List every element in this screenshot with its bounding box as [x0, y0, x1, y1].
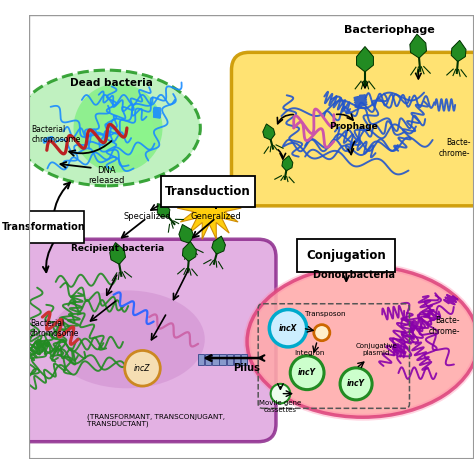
Polygon shape [263, 124, 275, 140]
Polygon shape [182, 241, 196, 262]
Polygon shape [177, 177, 241, 239]
Bar [227, 354, 233, 365]
Ellipse shape [13, 70, 201, 186]
Bar [205, 354, 211, 365]
Text: Bacte-
chrome-: Bacte- chrome- [428, 316, 460, 336]
Circle shape [340, 368, 372, 400]
Bar [219, 354, 226, 365]
Text: incX: incX [279, 324, 297, 333]
Ellipse shape [49, 291, 205, 388]
Text: incY: incY [347, 379, 365, 388]
Text: Transformation: Transformation [1, 222, 85, 232]
Text: Transposon: Transposon [305, 311, 345, 317]
Text: Generalized: Generalized [191, 212, 241, 221]
Text: Integron: Integron [294, 350, 325, 356]
FancyBboxPatch shape [161, 175, 255, 207]
FancyBboxPatch shape [2, 239, 276, 442]
Bar [241, 354, 247, 365]
Polygon shape [410, 34, 427, 58]
Bar [198, 354, 204, 365]
Circle shape [125, 350, 160, 386]
Text: DNA
released: DNA released [89, 166, 125, 185]
Circle shape [269, 310, 307, 347]
Polygon shape [157, 204, 170, 217]
FancyBboxPatch shape [0, 211, 84, 243]
Text: Prophage: Prophage [329, 122, 378, 131]
Bar [234, 354, 240, 365]
Text: Pilus: Pilus [234, 363, 261, 373]
Polygon shape [282, 156, 293, 171]
Text: TRANSDUCTANT): TRANSDUCTANT) [87, 420, 148, 427]
Text: Conjugative
plasmid: Conjugative plasmid [355, 343, 397, 356]
Circle shape [290, 356, 324, 390]
Text: Movile gene
cassettes: Movile gene cassettes [259, 401, 301, 413]
Text: incZ: incZ [134, 364, 151, 373]
Ellipse shape [247, 266, 474, 417]
Polygon shape [179, 225, 194, 243]
Text: incY: incY [298, 368, 316, 377]
FancyBboxPatch shape [231, 52, 474, 206]
Polygon shape [451, 40, 466, 62]
Polygon shape [110, 243, 126, 264]
Text: (TRANSFORMANT, TRANSCONJUGANT,: (TRANSFORMANT, TRANSCONJUGANT, [87, 414, 225, 420]
Circle shape [73, 83, 163, 173]
Text: Recipient bacteria: Recipient bacteria [72, 244, 164, 253]
Circle shape [314, 325, 330, 341]
Circle shape [271, 384, 290, 403]
Text: Bacte-
chrome-: Bacte- chrome- [439, 138, 470, 158]
Bar [212, 354, 219, 365]
Text: Donor bacteria: Donor bacteria [313, 270, 395, 280]
Text: Transduction: Transduction [165, 185, 251, 198]
FancyBboxPatch shape [297, 239, 395, 272]
Text: Bacteriophage: Bacteriophage [344, 25, 435, 35]
Polygon shape [356, 46, 374, 72]
Text: Bacterial
chromosome: Bacterial chromosome [31, 125, 81, 145]
Text: Bacterial
chromosome: Bacterial chromosome [30, 319, 79, 338]
Circle shape [100, 103, 154, 157]
Polygon shape [212, 236, 226, 254]
Text: Dead bacteria: Dead bacteria [70, 79, 153, 89]
Text: Conjugation: Conjugation [306, 249, 386, 262]
Text: Specialized: Specialized [123, 212, 171, 221]
